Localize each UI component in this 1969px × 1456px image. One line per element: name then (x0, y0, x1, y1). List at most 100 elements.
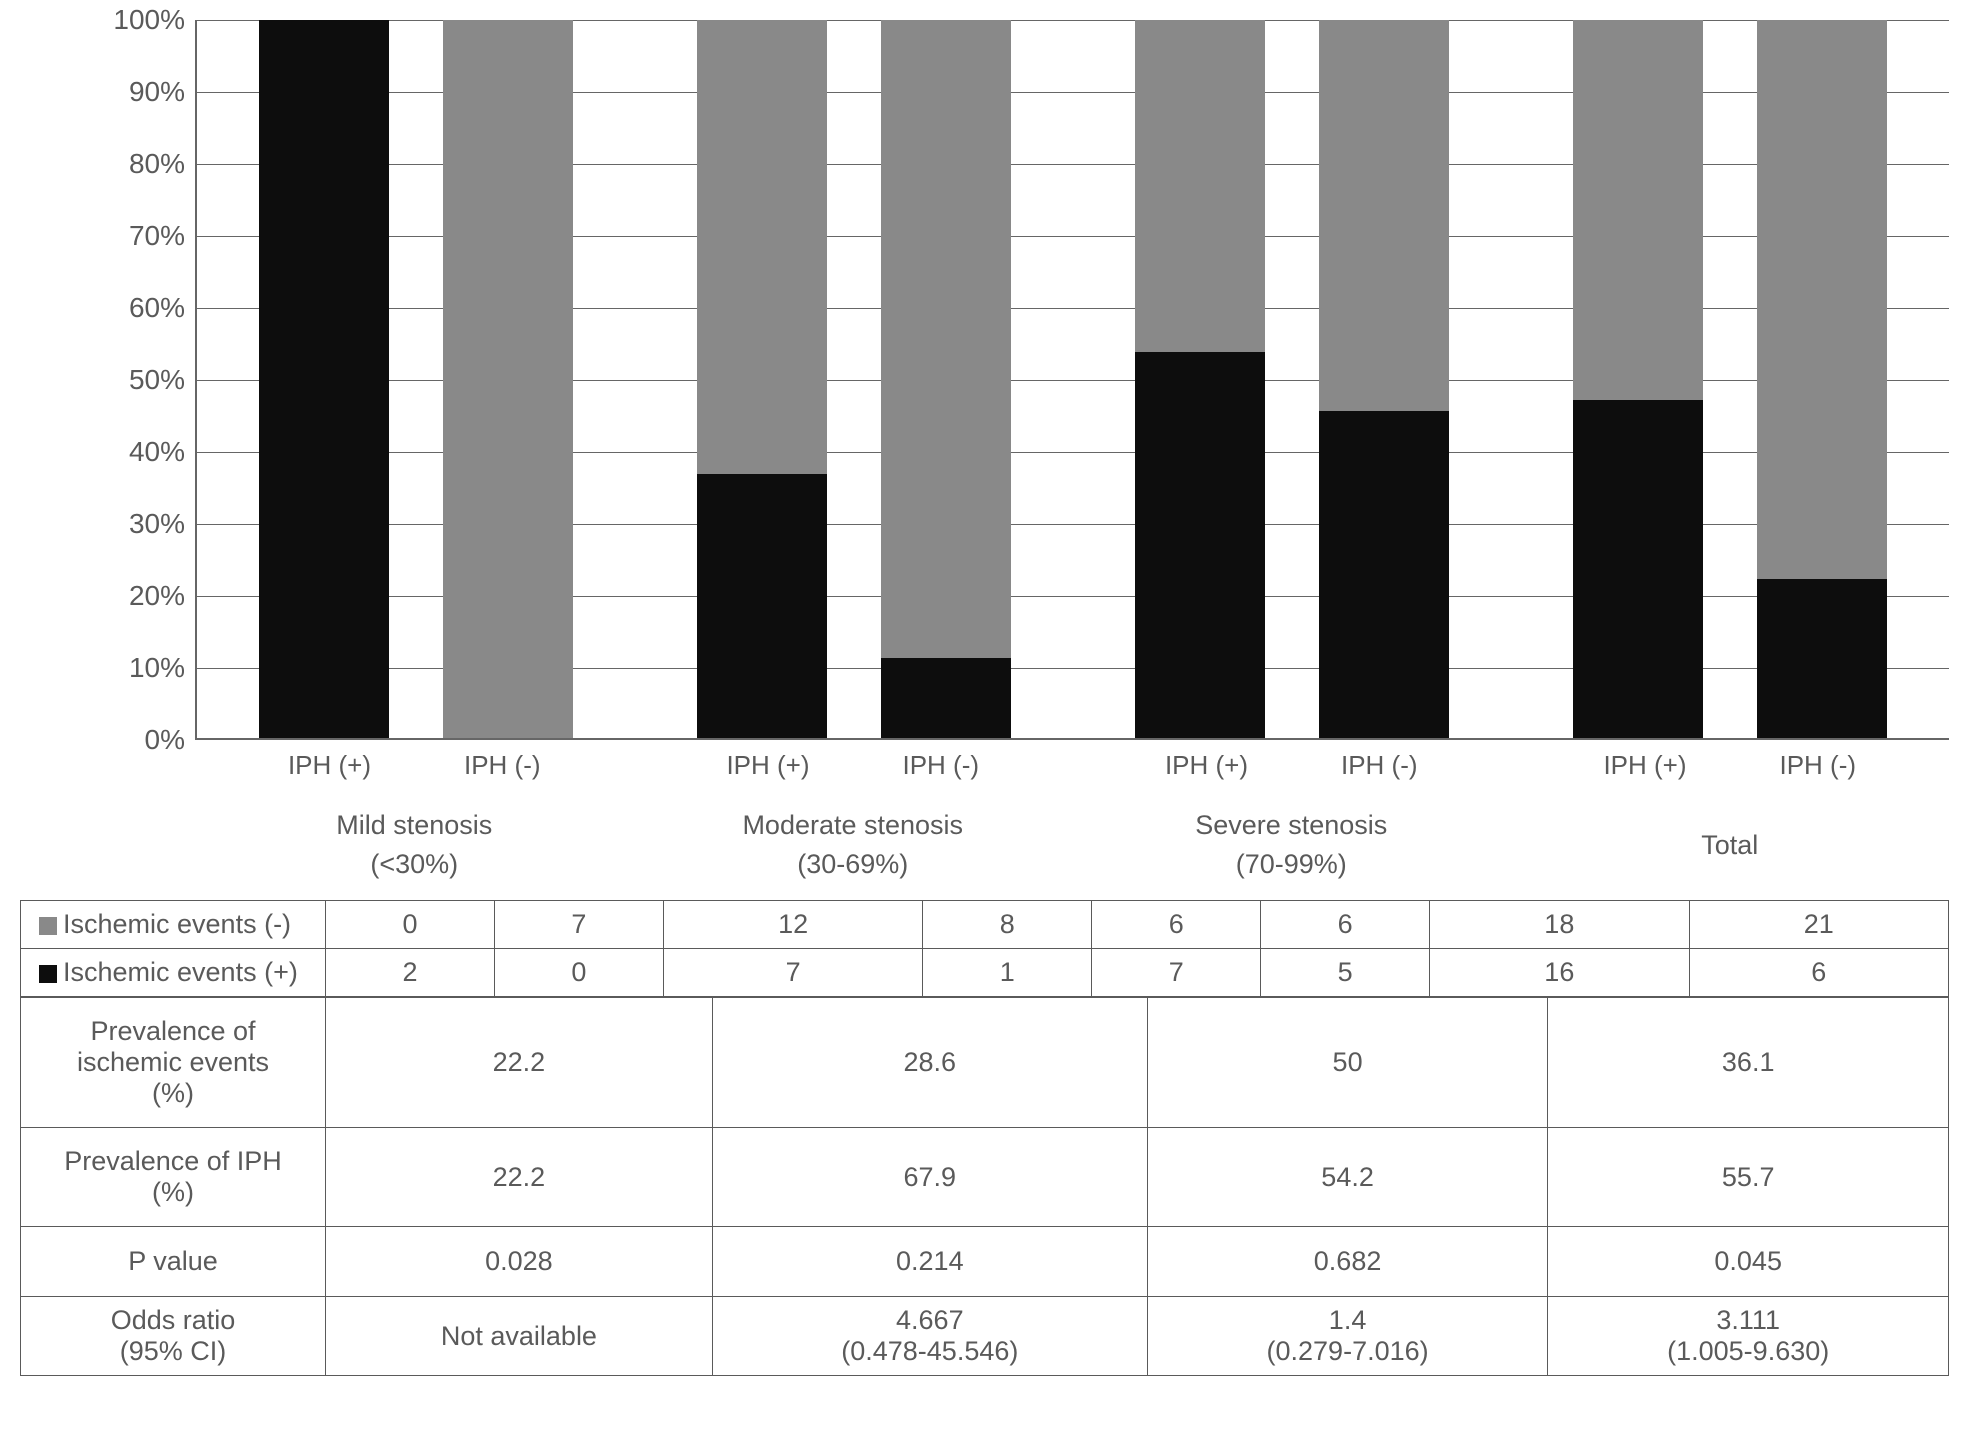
bar-segment-ischemic-pos (1757, 579, 1887, 738)
bar-segment-ischemic-neg (1757, 20, 1887, 579)
x-sublabel: IPH (+) (1603, 750, 1686, 781)
x-sublabel: IPH (-) (902, 750, 979, 781)
table-cell: 3.111(1.005-9.630) (1548, 1297, 1949, 1376)
x-group-label: Severe stenosis (70-99%) (1072, 790, 1511, 900)
y-tick-label: 20% (129, 580, 185, 612)
bar-segment-ischemic-pos (259, 20, 389, 738)
stacked-bar (259, 20, 389, 738)
row-label-text: Ischemic events (-) (63, 909, 291, 939)
stacked-bar (1757, 20, 1887, 738)
x-sublabel: IPH (+) (288, 750, 371, 781)
y-tick-label: 70% (129, 220, 185, 252)
bar-group (635, 20, 1073, 738)
y-tick-label: 50% (129, 364, 185, 396)
x-sublabel: IPH (-) (1341, 750, 1418, 781)
x-group-label: Total (1511, 790, 1950, 900)
bar-segment-ischemic-neg (1135, 20, 1265, 352)
table-cell: 0.214 (712, 1227, 1147, 1297)
bar-segment-ischemic-pos (881, 658, 1011, 738)
table-cell: 0 (494, 949, 663, 997)
bar-segment-ischemic-pos (1573, 400, 1703, 738)
bar-group (1073, 20, 1511, 738)
x-sublabel-pair: IPH (+) IPH (-) (195, 740, 634, 790)
legend-swatch-icon (39, 965, 57, 983)
row-label-cell: Odds ratio(95% CI) (21, 1297, 326, 1376)
x-sublabel: IPH (-) (464, 750, 541, 781)
stacked-bar (443, 20, 573, 738)
stacked-bar (1319, 20, 1449, 738)
chart-figure: 0%10%20%30%40%50%60%70%80%90%100% IPH (+… (20, 20, 1949, 1436)
x-sublabel: IPH (+) (726, 750, 809, 781)
table-cell: 12 (663, 901, 922, 949)
table-cell: 8 (923, 901, 1092, 949)
table-cell: Not available (326, 1297, 713, 1376)
table-cell: 7 (1092, 949, 1261, 997)
x-sublabel-pair: IPH (+) IPH (-) (1072, 740, 1511, 790)
table-cell: 6 (1092, 901, 1261, 949)
y-tick-label: 30% (129, 508, 185, 540)
table-cell: 1 (923, 949, 1092, 997)
table-cell: 36.1 (1548, 998, 1949, 1128)
bar-segment-ischemic-neg (881, 20, 1011, 658)
bar-segment-ischemic-neg (443, 20, 573, 738)
bar-segment-ischemic-pos (1319, 411, 1449, 738)
table-cell: 28.6 (712, 998, 1147, 1128)
table-cell: 5 (1261, 949, 1430, 997)
stats-table: Prevalence ofischemic events(%)22.228.65… (20, 997, 1949, 1376)
table-cell: 1.4(0.279-7.016) (1147, 1297, 1548, 1376)
x-group-label-line1: Total (1701, 830, 1758, 861)
row-label-cell: Ischemic events (-) (21, 901, 326, 949)
table-cell: 54.2 (1147, 1128, 1548, 1227)
stacked-bar (881, 20, 1011, 738)
x-sublabel-pair: IPH (+) IPH (-) (1511, 740, 1950, 790)
table-row: Ischemic events (+)207175166 (21, 949, 1949, 997)
table-cell: 21 (1689, 901, 1948, 949)
table-cell: 7 (494, 901, 663, 949)
table-cell: 4.667(0.478-45.546) (712, 1297, 1147, 1376)
table-cell: 0.682 (1147, 1227, 1548, 1297)
y-tick-label: 80% (129, 148, 185, 180)
x-group-label-line2: (70-99%) (1236, 849, 1347, 880)
table-cell: 50 (1147, 998, 1548, 1128)
table-row: Prevalence of IPH(%)22.267.954.255.7 (21, 1128, 1949, 1227)
table-cell: 22.2 (326, 998, 713, 1128)
x-sublabel: IPH (+) (1165, 750, 1248, 781)
bar-segment-ischemic-neg (1573, 20, 1703, 400)
x-axis-group-labels: Mild stenosis(<30%) Moderate stenosis (30-… (195, 790, 1949, 900)
row-label-cell: Ischemic events (+) (21, 949, 326, 997)
stacked-bar (1135, 20, 1265, 738)
bar-group (1511, 20, 1949, 738)
table-cell: 7 (663, 949, 922, 997)
table-cell: 16 (1430, 949, 1689, 997)
table-cell: 6 (1261, 901, 1430, 949)
data-counts-table: Ischemic events (-)07128661821Ischemic e… (20, 900, 1949, 997)
y-axis: 0%10%20%30%40%50%60%70%80%90%100% (20, 20, 195, 740)
table-cell: 2 (326, 949, 495, 997)
y-tick-label: 40% (129, 436, 185, 468)
table-cell: 67.9 (712, 1128, 1147, 1227)
table-cell: 0.028 (326, 1227, 713, 1297)
bar-segment-ischemic-pos (697, 474, 827, 738)
plot-area (195, 20, 1949, 740)
x-group-label-line2: (30-69%) (797, 849, 908, 880)
bar-group (197, 20, 635, 738)
row-label-cell: P value (21, 1227, 326, 1297)
table-row: Ischemic events (-)07128661821 (21, 901, 1949, 949)
x-group-label-line1: Moderate stenosis (742, 810, 963, 841)
x-axis-sublabels: IPH (+)IPH (-)IPH (+)IPH (-)IPH (+)IPH (… (195, 740, 1949, 790)
x-group-label-line1: Mild stenosis (336, 810, 492, 841)
table-row: Odds ratio(95% CI)Not available4.667(0.4… (21, 1297, 1949, 1376)
table-cell: 18 (1430, 901, 1689, 949)
table-cell: 0.045 (1548, 1227, 1949, 1297)
row-label-cell: Prevalence of IPH(%) (21, 1128, 326, 1227)
row-label-cell: Prevalence ofischemic events(%) (21, 998, 326, 1128)
x-group-label-line1: Severe stenosis (1195, 810, 1387, 841)
y-tick-label: 60% (129, 292, 185, 324)
x-group-label: Mild stenosis(<30%) (195, 790, 634, 900)
bar-segment-ischemic-neg (1319, 20, 1449, 411)
x-sublabel-pair: IPH (+) IPH (-) (634, 740, 1073, 790)
row-label-text: Ischemic events (+) (63, 957, 298, 987)
table-cell: 6 (1689, 949, 1948, 997)
x-sublabel: IPH (-) (1779, 750, 1856, 781)
y-tick-label: 0% (145, 724, 185, 756)
